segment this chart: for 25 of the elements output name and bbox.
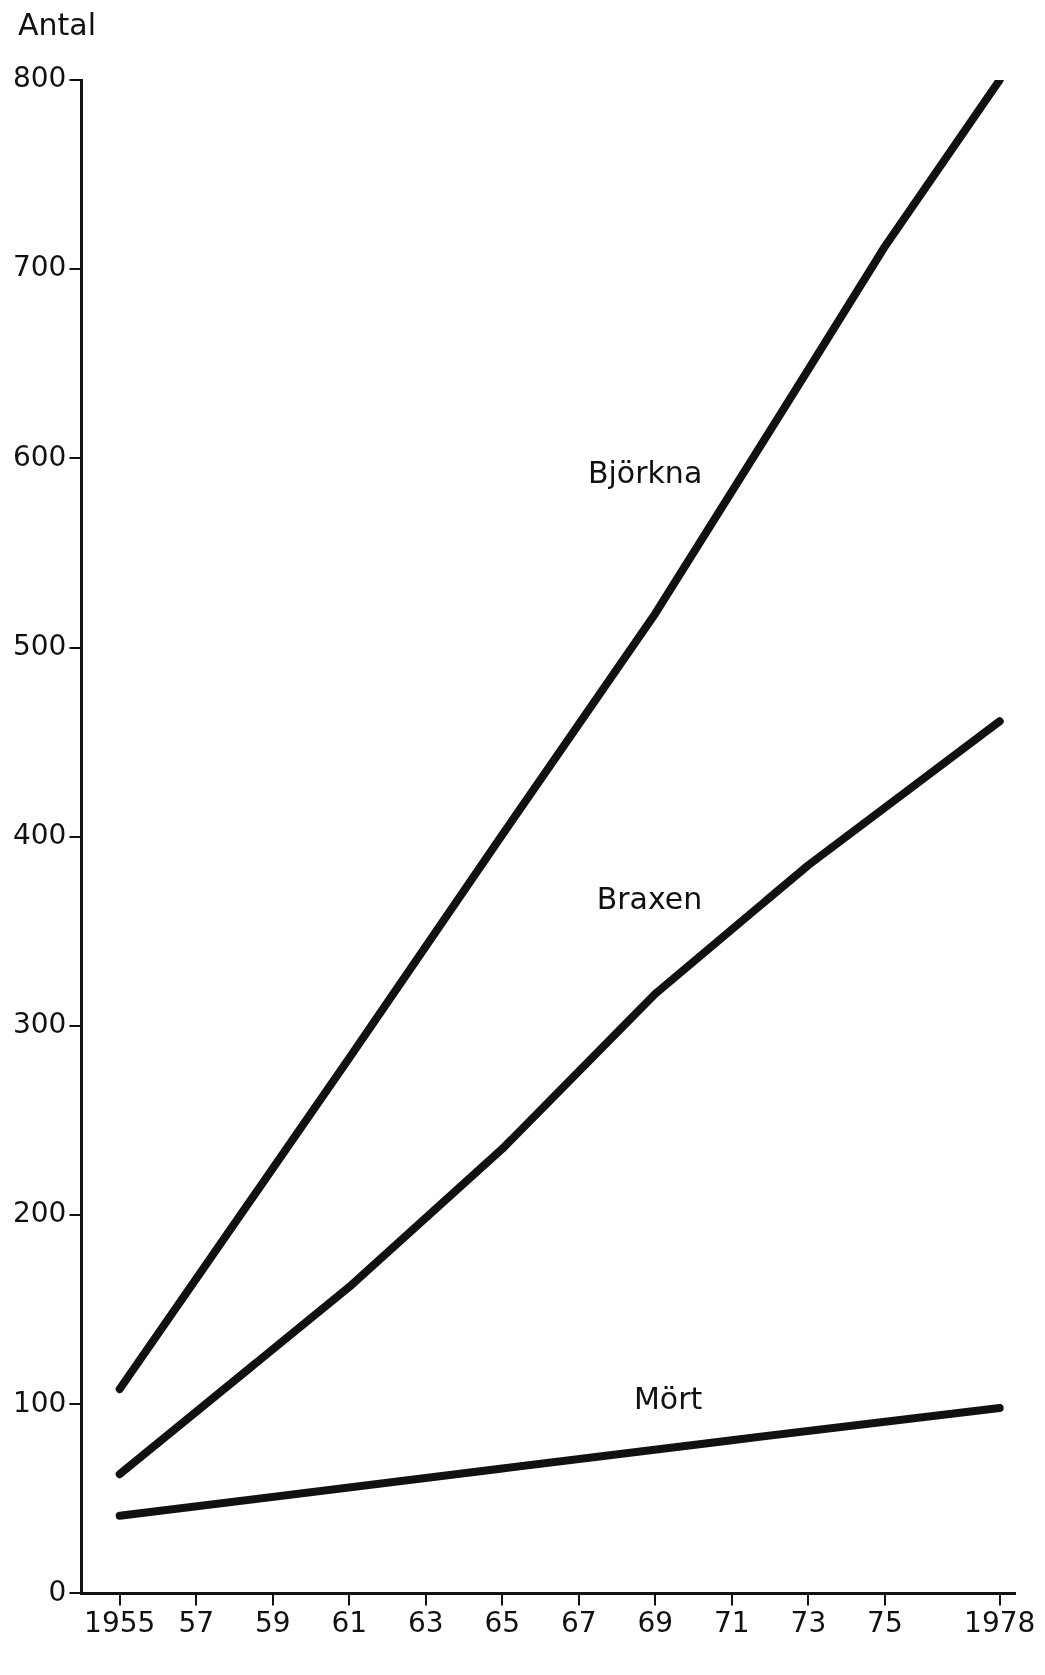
y-tick-label: 100 <box>12 1385 67 1419</box>
x-tick-label: 59 <box>254 1606 291 1640</box>
y-tick-label: 400 <box>12 817 67 851</box>
x-tick-label: 71 <box>714 1606 750 1640</box>
y-tick-label: 600 <box>12 439 67 473</box>
x-tick-label: 67 <box>561 1606 597 1640</box>
x-tick-label: 61 <box>331 1606 368 1640</box>
series-label: Mört <box>633 1380 703 1416</box>
x-tick-label: 1955 <box>84 1606 156 1640</box>
y-tick-label: 300 <box>12 1007 67 1041</box>
series-label: Björkna <box>587 455 703 491</box>
y-tick-label: 700 <box>12 250 67 284</box>
x-tick-label: 69 <box>637 1606 674 1640</box>
x-tick-label: 73 <box>790 1606 827 1640</box>
series-label: Braxen <box>596 881 703 917</box>
y-tick-label: 800 <box>12 61 67 95</box>
y-tick-label: 200 <box>12 1196 67 1230</box>
y-tick-label: 0 <box>48 1574 67 1608</box>
y-tick-label: 500 <box>12 628 67 662</box>
y-axis-title: Antal <box>18 6 97 42</box>
x-tick-label: 75 <box>867 1606 903 1640</box>
x-tick-label: 63 <box>407 1606 444 1640</box>
x-tick-label: 65 <box>484 1606 521 1640</box>
x-tick-label: 1978 <box>964 1606 1036 1640</box>
x-tick-label: 57 <box>178 1606 215 1640</box>
